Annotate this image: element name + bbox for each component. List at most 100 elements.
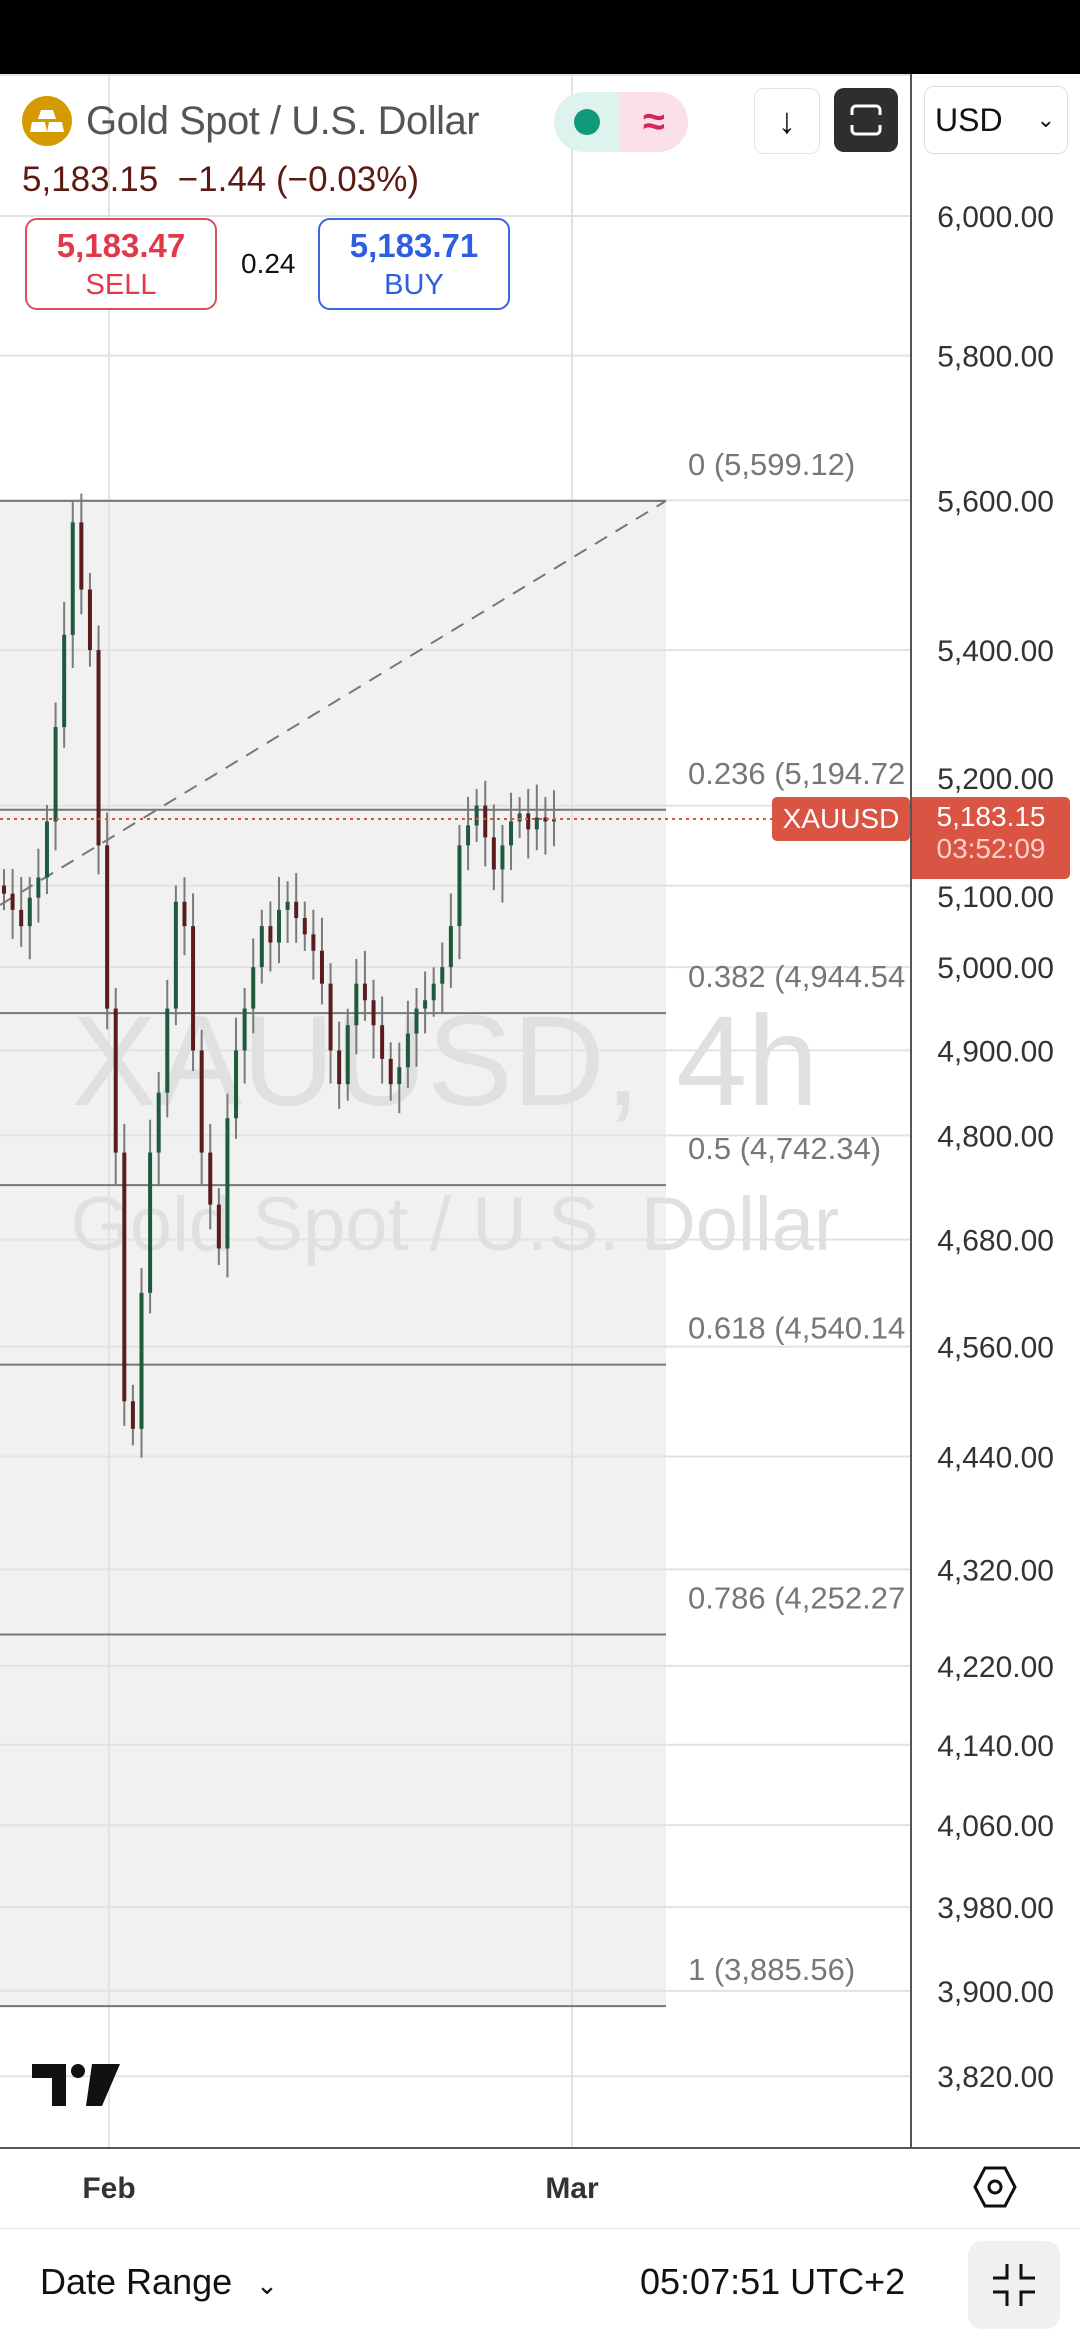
candle-body [259,926,264,968]
market-open-dot-icon [574,109,600,135]
sell-label: SELL [85,268,157,301]
price-axis-label: 4,440.00 [937,1442,1054,1475]
symbol-header[interactable]: Gold Spot / U.S. Dollar [22,96,480,146]
currency-select[interactable]: USD ⌄ [924,86,1068,154]
market-status-pill[interactable]: ≈ [554,92,688,152]
candle-body [130,1401,135,1429]
time-axis-label: Feb [82,2172,135,2205]
candle-body [139,1292,144,1429]
price-axis-label: 3,980.00 [937,1892,1054,1925]
candle-body [354,983,359,1026]
candles [2,493,556,1458]
candle-body [208,1152,213,1205]
spread-value: 0.24 [241,248,296,279]
chart-settings-button[interactable] [972,2164,1018,2215]
bar-countdown: 03:52:09 [936,832,1046,864]
price-change: −1.44 [177,160,267,199]
price-axis-label: 3,900.00 [937,1976,1054,2009]
download-button[interactable]: ↓ [754,88,820,154]
candle-body [182,901,187,927]
gold-bars-icon [22,96,72,146]
collapse-icon [993,2264,1035,2306]
candle-body [199,1050,204,1153]
candle-body [380,1025,385,1059]
candle-body [362,983,367,1001]
current-price-badge: 5,183.15 03:52:09 [912,796,1070,879]
price-axis-label: 3,820.00 [937,2061,1054,2094]
fib-level-label: 0.236 (5,194.72 [688,756,905,791]
price-axis-label: 5,200.00 [937,763,1054,796]
candle-body [466,825,471,846]
expand-button[interactable] [834,88,898,152]
candle-body [294,901,299,919]
delayed-data-icon: ≈ [620,92,688,152]
price-axis-label: 4,560.00 [937,1332,1054,1365]
symbol-title: Gold Spot / U.S. Dollar [86,98,480,143]
currency-value: USD [935,101,1003,138]
clock-timezone-button[interactable]: 05:07:51 UTC+2 [640,2261,906,2302]
candle-body [156,1092,161,1153]
candle-body [27,897,32,927]
bottom-toolbar: Date Range ⌄ 05:07:51 UTC+2 [0,2228,1080,2341]
candle-body [500,845,505,870]
candle-body [251,967,256,1009]
price-axis-label: 4,680.00 [937,1225,1054,1258]
candle-body [423,1000,428,1009]
fib-level-label: 0.618 (4,540.14 [688,1311,905,1346]
candle-body [302,918,307,935]
buy-label: BUY [384,268,444,301]
price-axis-label: 4,900.00 [937,1035,1054,1068]
price-axis-label: 5,100.00 [937,881,1054,914]
candle-body [268,926,273,943]
candle-body [148,1152,153,1293]
arrow-down-icon: ↓ [778,100,796,141]
date-range-button[interactable]: Date Range ⌄ [40,2261,278,2303]
candle-body [405,1033,410,1068]
candle-body [491,837,496,870]
candle-body [10,893,15,910]
candle-body [234,1050,239,1119]
fib-level-label: 0 (5,599.12) [688,447,855,482]
frame-icon [850,104,882,136]
price-quote: 5,183.15 −1.44 (−0.03%) [22,160,419,200]
candle-body [517,813,522,822]
price-chart[interactable]: XAUUSD, 4h Gold Spot / U.S. Dollar 0 (5,59… [0,0,1080,2228]
time-axis-label: Mar [545,2172,599,2205]
watermark-symbol: XAUUSD, 4h [72,990,819,1133]
candle-body [277,909,281,943]
candle-body [388,1058,393,1085]
candle-body [526,813,531,830]
price-axis-label: 4,220.00 [937,1651,1054,1684]
sell-button[interactable]: 5,183.47 SELL [25,218,217,310]
candle-body [448,926,453,968]
candle-body [113,1008,118,1153]
candle-body [216,1204,221,1249]
candle-body [87,589,92,651]
candle-body [509,821,514,846]
tradingview-logo[interactable] [32,2064,120,2111]
candle-body [431,983,436,1001]
candle-body [440,967,445,984]
buy-button[interactable]: 5,183.71 BUY [318,218,510,310]
price-change-pct: (−0.03%) [276,160,419,199]
candle-body [225,1118,230,1249]
exit-fullscreen-button[interactable] [968,2241,1060,2329]
candle-body [371,1000,376,1026]
candle-body [534,817,539,830]
candle-body [337,1050,342,1085]
price-axis-label: 6,000.00 [937,201,1054,234]
fib-level-label: 1 (3,885.56) [688,1952,855,1987]
price-axis-label: 5,800.00 [937,341,1054,374]
candle-body [285,901,290,910]
chevron-down-icon: ⌄ [256,2270,278,2300]
candle-body [414,1008,419,1034]
candle-body [191,926,196,1051]
candle-body [173,901,178,1009]
candle-body [36,877,41,898]
candle-body [483,805,488,838]
price-axis-label: 5,600.00 [937,485,1054,518]
sell-price: 5,183.47 [56,226,186,264]
watermark-name: Gold Spot / U.S. Dollar [71,1182,840,1267]
hexagon-settings-icon [973,2166,1017,2208]
fib-level-label: 0.5 (4,742.34) [688,1131,881,1166]
